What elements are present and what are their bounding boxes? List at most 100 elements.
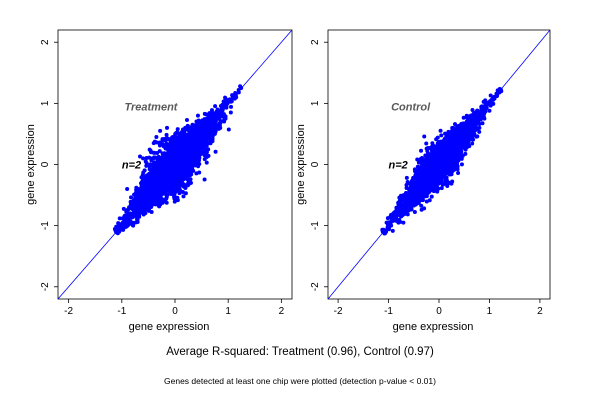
data-point	[170, 157, 175, 162]
data-point	[156, 203, 161, 208]
data-point	[133, 196, 138, 201]
data-point	[214, 115, 219, 120]
data-point	[138, 210, 143, 215]
data-point	[182, 138, 187, 143]
data-point	[147, 189, 152, 194]
data-point	[144, 176, 149, 181]
data-point	[178, 159, 183, 164]
data-point	[171, 136, 176, 141]
data-point	[439, 186, 444, 191]
data-point	[129, 195, 134, 200]
data-point	[205, 133, 210, 138]
data-point	[202, 111, 207, 116]
y-tick-label: 2	[40, 39, 51, 45]
data-point	[199, 141, 204, 146]
y-tick-label: 1	[40, 100, 51, 106]
data-point	[204, 150, 209, 155]
data-point	[150, 193, 155, 198]
data-point	[218, 125, 223, 130]
data-point	[193, 134, 198, 139]
data-point	[164, 194, 169, 199]
point-cloud	[380, 87, 504, 236]
data-point	[177, 163, 182, 168]
data-point	[224, 105, 229, 110]
data-point	[177, 151, 182, 156]
data-point	[173, 177, 177, 182]
y-tick-label: 0	[40, 161, 51, 167]
data-point	[125, 219, 130, 224]
y-tick-label: -2	[40, 282, 51, 291]
data-point	[156, 178, 161, 183]
data-point	[419, 203, 424, 208]
data-point	[151, 162, 156, 167]
data-point	[226, 100, 231, 105]
data-point	[173, 161, 177, 166]
data-point	[233, 91, 238, 96]
y-axis-label: gene expression	[25, 124, 37, 205]
data-point	[147, 177, 152, 182]
data-point	[170, 173, 175, 178]
x-tick-label: -1	[117, 306, 126, 317]
data-point	[185, 149, 190, 154]
data-point	[153, 169, 158, 174]
data-point	[213, 104, 218, 109]
data-point	[163, 138, 168, 143]
data-point	[228, 110, 233, 115]
data-point	[148, 162, 153, 167]
data-point	[415, 157, 420, 162]
data-point	[463, 151, 468, 156]
data-point	[187, 143, 192, 148]
data-point	[207, 141, 212, 146]
data-point	[170, 141, 175, 146]
data-point	[154, 134, 159, 139]
data-point	[223, 116, 228, 121]
data-point	[165, 125, 170, 130]
panel-label: Treatment	[124, 101, 178, 113]
data-point	[146, 199, 151, 204]
data-point	[172, 199, 177, 204]
data-point	[120, 225, 125, 230]
data-point	[147, 155, 152, 160]
data-point	[413, 169, 418, 174]
data-point	[167, 137, 172, 142]
data-point	[443, 136, 448, 141]
data-point	[188, 125, 193, 130]
data-point	[470, 141, 475, 146]
data-point	[152, 200, 157, 205]
data-point	[238, 84, 243, 89]
data-point	[144, 163, 149, 168]
n-label: n=2	[122, 160, 141, 172]
data-point	[204, 116, 209, 121]
data-point	[210, 114, 215, 119]
data-point	[130, 220, 135, 225]
data-point	[434, 137, 439, 142]
data-point	[199, 119, 204, 124]
plot-area	[58, 30, 292, 299]
data-point	[229, 104, 234, 109]
data-point	[166, 144, 171, 149]
point-cloud	[112, 84, 244, 236]
data-point	[183, 185, 188, 190]
data-point	[141, 197, 146, 202]
data-point	[213, 149, 218, 154]
data-point	[198, 152, 203, 157]
data-point	[121, 206, 126, 211]
data-point	[202, 157, 207, 162]
plot-area	[328, 30, 550, 299]
data-point	[195, 113, 200, 118]
data-point	[206, 125, 211, 130]
data-point	[177, 191, 182, 196]
data-point	[145, 173, 150, 178]
data-point	[175, 198, 180, 203]
data-point	[146, 205, 151, 210]
data-point	[116, 221, 121, 226]
data-point	[181, 194, 186, 199]
data-point	[125, 186, 130, 191]
data-point	[117, 216, 122, 221]
data-point	[196, 156, 201, 161]
data-point	[158, 140, 163, 145]
x-tick-label: 2	[279, 306, 285, 317]
data-point	[143, 159, 148, 164]
data-point	[218, 113, 223, 118]
